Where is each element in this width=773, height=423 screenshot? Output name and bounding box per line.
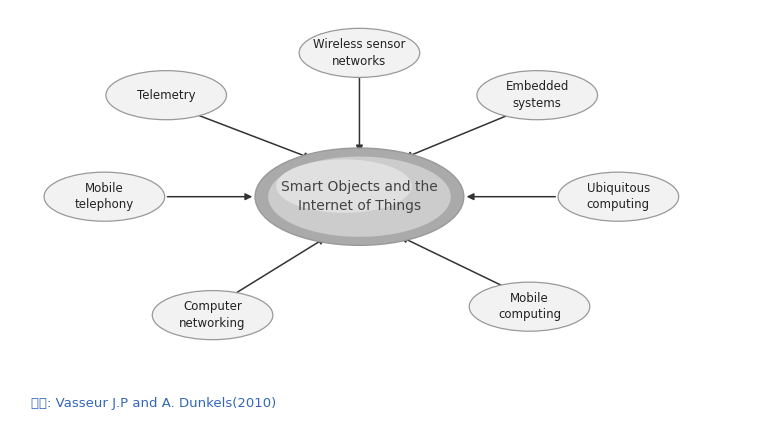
Ellipse shape (299, 28, 420, 77)
Ellipse shape (106, 71, 226, 120)
Ellipse shape (558, 172, 679, 221)
Text: Mobile
telephony: Mobile telephony (75, 182, 134, 212)
Text: Ubiquitous
computing: Ubiquitous computing (587, 182, 650, 212)
Text: Mobile
computing: Mobile computing (498, 292, 561, 321)
Ellipse shape (469, 282, 590, 331)
Ellipse shape (255, 148, 464, 245)
Text: Telemetry: Telemetry (137, 89, 196, 102)
Ellipse shape (276, 159, 412, 213)
Ellipse shape (152, 291, 273, 340)
Ellipse shape (44, 172, 165, 221)
Ellipse shape (477, 71, 598, 120)
Text: Wireless sensor
networks: Wireless sensor networks (313, 38, 406, 68)
Text: 자료: Vasseur J.P and A. Dunkels(2010): 자료: Vasseur J.P and A. Dunkels(2010) (31, 397, 276, 410)
Ellipse shape (268, 157, 451, 237)
Text: Embedded
systems: Embedded systems (506, 80, 569, 110)
Text: Computer
networking: Computer networking (179, 300, 246, 330)
Text: Smart Objects and the
Internet of Things: Smart Objects and the Internet of Things (281, 180, 438, 214)
